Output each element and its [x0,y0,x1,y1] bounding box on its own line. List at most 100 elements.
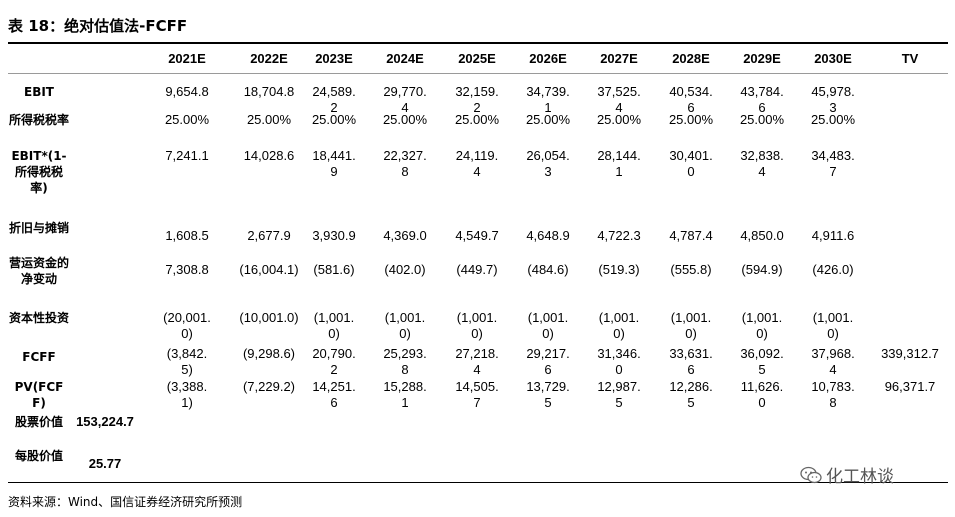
column-header: 2025E [458,51,496,66]
table-cell: (1,001.0) [670,310,712,341]
table-cell: 339,312.7 [881,346,939,361]
column-header: 2023E [315,51,353,66]
row-label: EBIT [24,85,54,99]
table-cell: (3,388.1) [166,379,208,410]
table-cell: 29,217.6 [526,346,570,377]
table-cell: 12,286.5 [669,379,713,410]
table-cell: 29,770.4 [383,84,427,115]
table-cell: (1,001.0) [456,310,498,341]
table-cell: (9,298.6) [242,346,296,361]
table-cell: 14,028.6 [243,148,295,163]
table-cell: 24,589.2 [312,84,356,115]
table-cell: 14,505.7 [455,379,499,410]
table-title: 表 18：绝对估值法-FCFF [8,17,188,35]
table-cell: 96,371.7 [884,379,936,394]
table-cell: 31,346.0 [597,346,641,377]
table-cell: 7,308.8 [165,262,209,277]
per-share-value: 25.77 [88,456,122,471]
table-cell: (10,001.0) [239,310,299,325]
column-header: 2021E [168,51,206,66]
table-cell: 33,631.6 [669,346,713,377]
table-cell: 43,784.6 [740,84,784,115]
table-cell: 22,327.8 [383,148,427,179]
table-cell: (519.3) [598,262,640,277]
table-cell: 45,978.3 [811,84,855,115]
table-cell: (484.6) [527,262,569,277]
column-header: 2028E [672,51,710,66]
table-cell: (402.0) [384,262,426,277]
table-cell: 37,968.4 [811,346,855,377]
table-cell: 25.00% [164,112,210,127]
table-cell: 14,251.6 [312,379,356,410]
equity-value: 153,224.7 [76,414,134,429]
table-cell: 4,549.7 [455,228,499,243]
table-cell: (20,001.0) [163,310,211,341]
table-cell: 4,722.3 [597,228,641,243]
table-cell: (1,001.0) [313,310,355,341]
row-label: 所得税税率 [8,113,69,127]
table-cell: 13,729.5 [526,379,570,410]
table-cell: 25.00% [382,112,428,127]
table-cell: 9,654.8 [165,84,209,99]
table-cell: 20,790.2 [312,346,356,377]
table-cell: 40,534.6 [669,84,713,115]
table-cell: (1,001.0) [527,310,569,341]
column-header: TV [901,51,919,66]
table-cell: 4,911.6 [811,228,855,243]
table-cell: 25.00% [668,112,714,127]
header-rule [8,73,948,74]
table-cell: (1,001.0) [812,310,854,341]
table-cell: 18,704.8 [243,84,295,99]
column-header: 2024E [386,51,424,66]
wechat-icon [800,466,822,483]
table-cell: 11,626.0 [740,379,784,410]
table-cell: (555.8) [670,262,712,277]
table-cell: 32,159.2 [455,84,499,115]
table-cell: 18,441.9 [312,148,356,179]
table-cell: (1,001.0) [384,310,426,341]
table-cell: 25,293.8 [383,346,427,377]
table-cell: (449.7) [456,262,498,277]
table-cell: 25.00% [246,112,292,127]
column-header: 2027E [600,51,638,66]
column-header: 2026E [529,51,567,66]
table-cell: 7,241.1 [165,148,209,163]
table-cell: (3,842.5) [166,346,208,377]
row-label: EBIT*(1-所得税税率) [11,149,67,195]
row-label: 折旧与摊销 [8,221,69,235]
table-cell: (1,001.0) [598,310,640,341]
table-cell: (581.6) [313,262,355,277]
row-label: 营运资金的净变动 [8,256,69,286]
table-cell: 4,850.0 [740,228,784,243]
table-cell: (1,001.0) [741,310,783,341]
table-cell: (16,004.1) [239,262,299,277]
top-rule [8,42,948,44]
row-label: PV(FCFF) [14,380,64,410]
table-cell: 15,288.1 [383,379,427,410]
table-cell: 4,787.4 [669,228,713,243]
table-cell: 3,930.9 [312,228,356,243]
table-cell: 4,369.0 [383,228,427,243]
table-cell: 25.00% [596,112,642,127]
table-cell: (594.9) [741,262,783,277]
table-cell: 25.00% [525,112,571,127]
column-header: 2030E [814,51,852,66]
table-cell: 34,483.7 [811,148,855,179]
table-cell: (7,229.2) [242,379,296,394]
source-note: 资料来源：Wind、国信证券经济研究所预测 [8,495,243,509]
table-cell: 27,218.4 [455,346,499,377]
equity-value-label: 股票价值 [14,415,63,429]
bottom-rule [8,482,948,483]
table-cell: 4,648.9 [526,228,570,243]
table-cell: 34,739.1 [526,84,570,115]
table-cell: 25.00% [311,112,357,127]
column-header: 2029E [743,51,781,66]
table-cell: 12,987.5 [597,379,641,410]
row-label: FCFF [22,350,56,364]
watermark: 化工林谈 [800,462,894,487]
table-cell: 2,677.9 [247,228,291,243]
table-cell: 10,783.8 [811,379,855,410]
table-cell: 1,608.5 [165,228,209,243]
table-cell: 25.00% [739,112,785,127]
watermark-text: 化工林谈 [826,467,894,487]
